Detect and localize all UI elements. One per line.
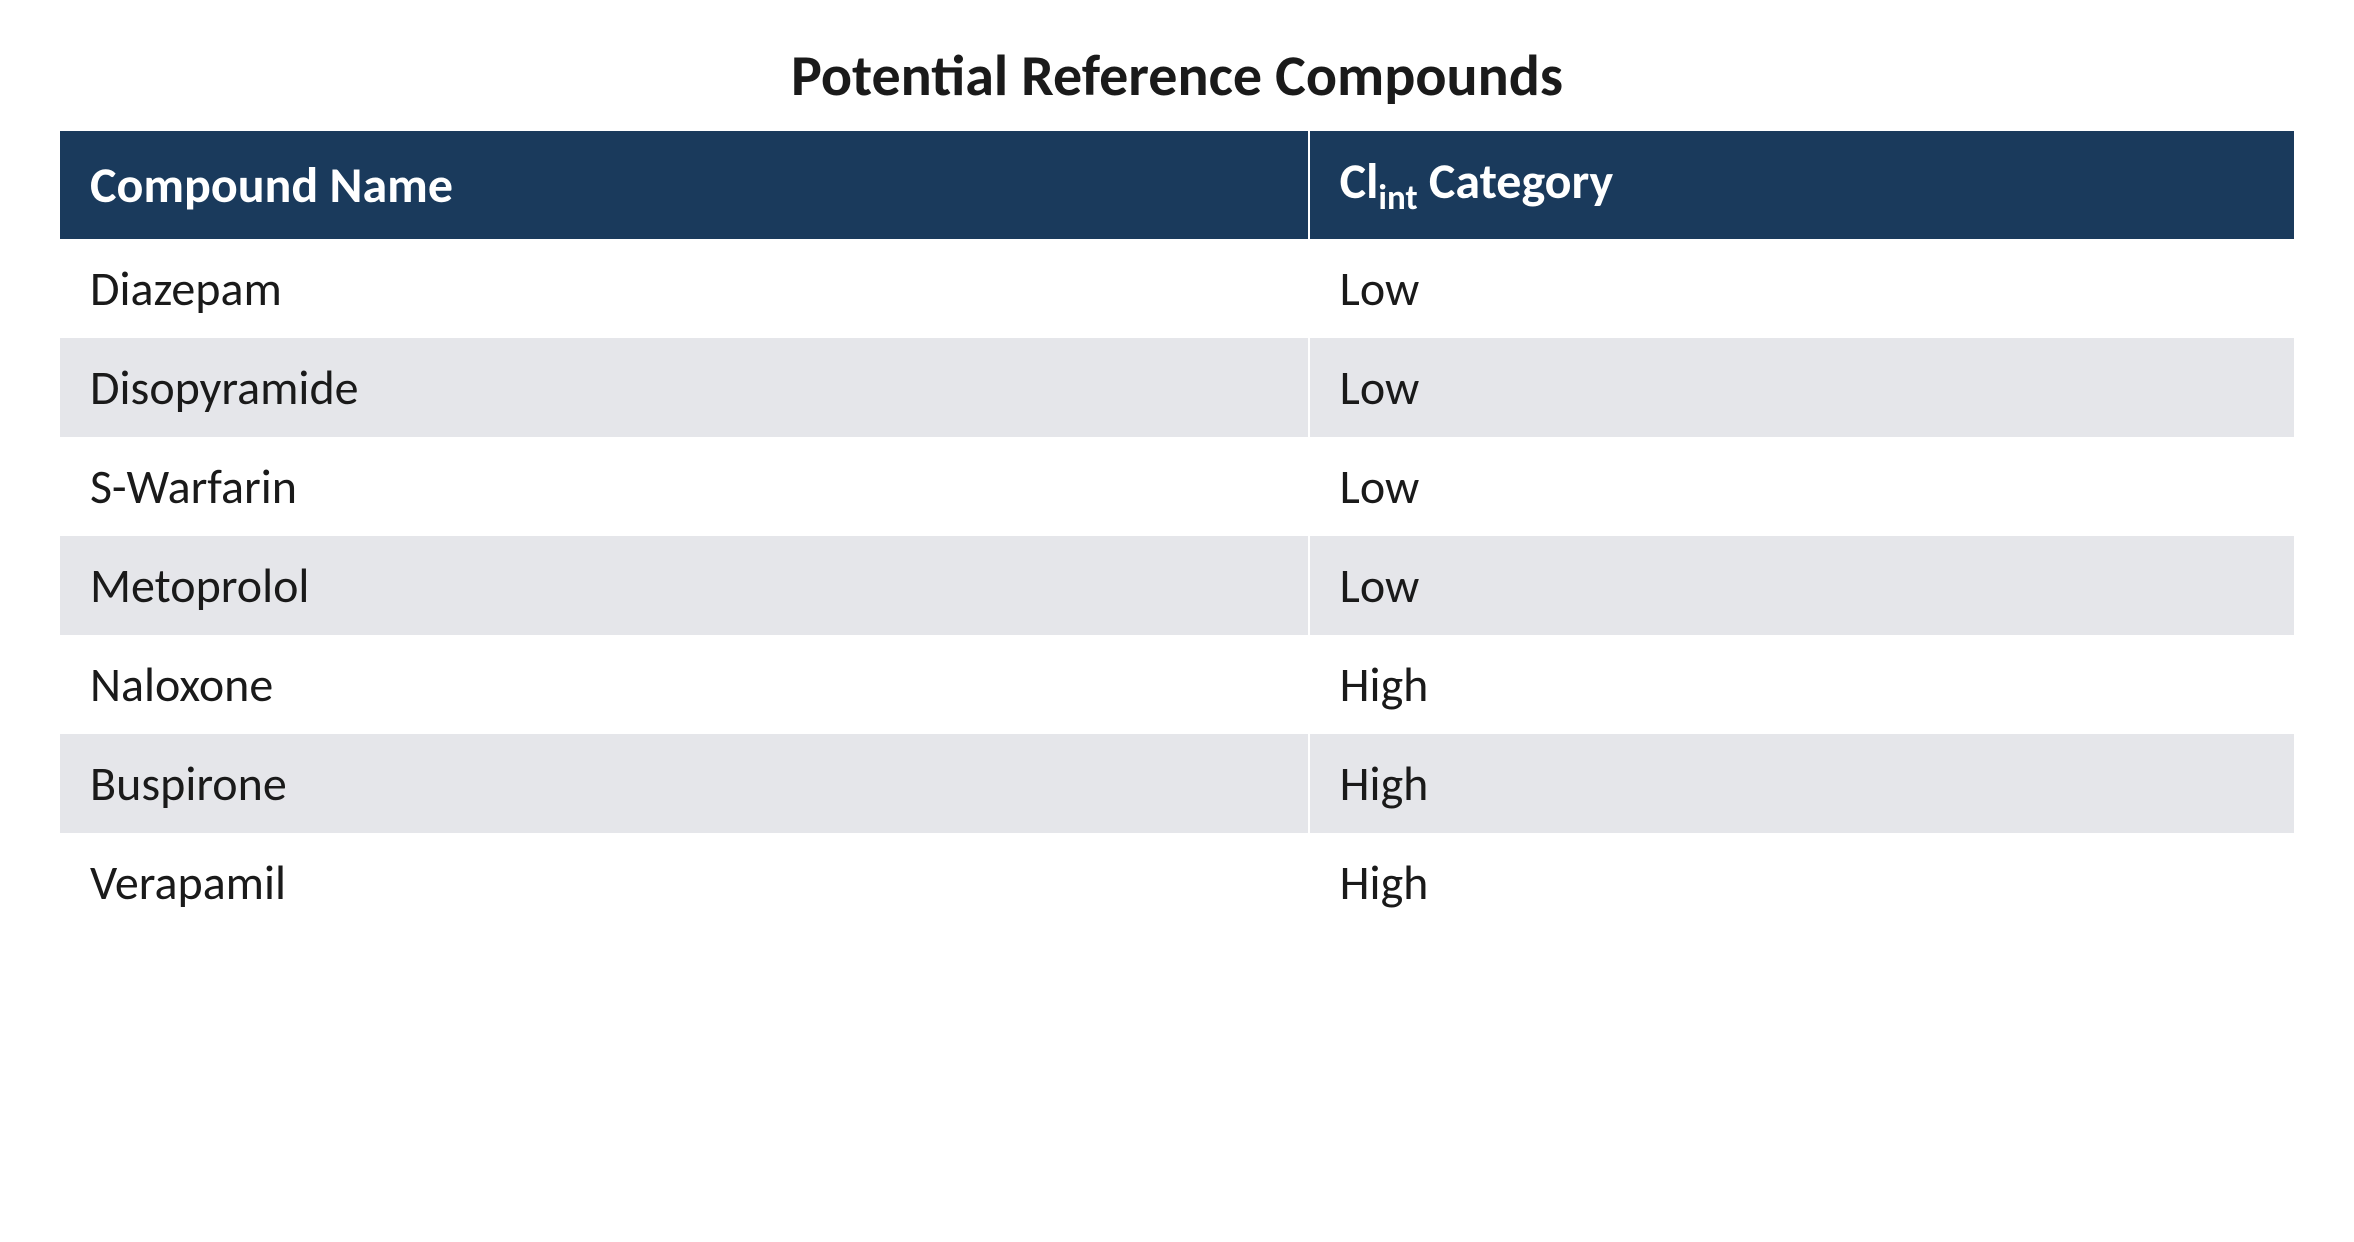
table-row: S-Warfarin Low <box>60 437 2294 536</box>
column-header-label: Compound Name <box>90 155 453 216</box>
cell-category: Low <box>1309 536 2294 635</box>
cell-category: High <box>1309 734 2294 833</box>
cell-category: High <box>1309 833 2294 932</box>
column-header-category: Clint Category <box>1309 131 2294 239</box>
table-row: Disopyramide Low <box>60 338 2294 437</box>
table-row: Verapamil High <box>60 833 2294 932</box>
table-row: Buspirone High <box>60 734 2294 833</box>
compounds-table: Compound Name Clint Category Diazepam Lo… <box>60 131 2294 932</box>
column-header-compound: Compound Name <box>60 131 1309 239</box>
cell-category: Low <box>1309 338 2294 437</box>
page-title: Potential Reference Compounds <box>60 40 2294 111</box>
table-row: Diazepam Low <box>60 239 2294 338</box>
cell-compound: Verapamil <box>60 833 1309 932</box>
cell-compound: Naloxone <box>60 635 1309 734</box>
cell-compound: Diazepam <box>60 239 1309 338</box>
table-header-row: Compound Name Clint Category <box>60 131 2294 239</box>
table-row: Naloxone High <box>60 635 2294 734</box>
cell-compound: Metoprolol <box>60 536 1309 635</box>
cell-category: High <box>1309 635 2294 734</box>
cell-compound: Disopyramide <box>60 338 1309 437</box>
column-header-label-subscript: int <box>1378 177 1417 219</box>
cell-compound: Buspirone <box>60 734 1309 833</box>
cell-category: Low <box>1309 239 2294 338</box>
cell-compound: S-Warfarin <box>60 437 1309 536</box>
table-row: Metoprolol Low <box>60 536 2294 635</box>
column-header-label-prefix: Cl <box>1340 151 1379 212</box>
column-header-label-suffix: Category <box>1418 151 1614 212</box>
cell-category: Low <box>1309 437 2294 536</box>
